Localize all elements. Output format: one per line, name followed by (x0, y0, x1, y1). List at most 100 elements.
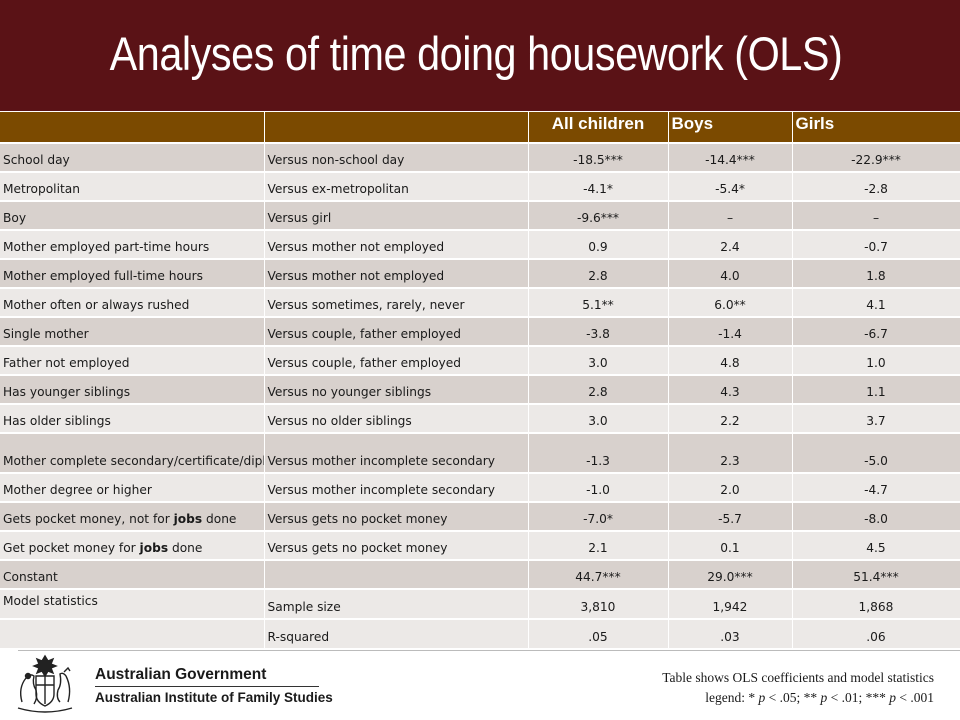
row-variable: Single mother (0, 316, 265, 347)
cell-all-children: 3,810 (528, 588, 669, 620)
table-row: Mother employed full-time hours Versus m… (0, 258, 960, 289)
cell-girls: 1.1 (792, 374, 960, 405)
cell-all-children: 44.7*** (528, 559, 669, 590)
table-row: Mother often or always rushed Versus som… (0, 287, 960, 318)
cell-girls: 4.5 (792, 530, 960, 561)
row-variable: Model statistics (0, 588, 265, 620)
table-row: Gets pocket money, not for jobs done Ver… (0, 501, 960, 532)
table-row: Metropolitan Versus ex-metropolitan -4.1… (0, 171, 960, 202)
row-comparison: Versus gets no pocket money (264, 501, 529, 532)
row-variable: Boy (0, 200, 265, 231)
table-row: Get pocket money for jobs done Versus ge… (0, 530, 960, 561)
row-variable: Father not employed (0, 345, 265, 376)
cell-boys: -1.4 (668, 316, 793, 347)
header-cell (264, 111, 529, 142)
cell-boys: -14.4*** (668, 143, 793, 173)
row-comparison: Versus mother incomplete secondary (264, 432, 529, 474)
cell-all-children: -4.1* (528, 171, 669, 202)
cell-boys: 4.8 (668, 345, 793, 376)
cell-all-children: 2.8 (528, 374, 669, 405)
row-comparison: Versus non-school day (264, 143, 529, 173)
row-variable: Metropolitan (0, 171, 265, 202)
legend-text: < .01; *** (827, 690, 890, 705)
cell-girls: 3.7 (792, 403, 960, 434)
table-row: Model statistics Sample size 3,810 1,942… (0, 588, 960, 620)
row-comparison: Versus no younger siblings (264, 374, 529, 405)
legend-p: p (820, 690, 828, 705)
cell-girls: -5.0 (792, 432, 960, 474)
cell-all-children: 2.1 (528, 530, 669, 561)
table-row: Has younger siblings Versus no younger s… (0, 374, 960, 405)
row-variable: Constant (0, 559, 265, 590)
row-comparison: Versus mother incomplete secondary (264, 472, 529, 503)
row-variable-bold: jobs (139, 540, 169, 555)
cell-girls: -0.7 (792, 229, 960, 260)
table-row: R-squared .05 .03 .06 (0, 618, 960, 650)
cell-all-children: -9.6*** (528, 200, 669, 231)
cell-girls: -6.7 (792, 316, 960, 347)
legend-text: < .001 (896, 690, 934, 705)
row-variable-text: done (168, 540, 203, 555)
cell-all-children: 3.0 (528, 345, 669, 376)
table-row: Mother complete secondary/certificate/di… (0, 432, 960, 474)
row-variable-bold: jobs (173, 511, 203, 526)
cell-boys: 1,942 (668, 588, 793, 620)
cell-girls: .06 (792, 618, 960, 650)
cell-all-children: 5.1** (528, 287, 669, 318)
row-variable: Mother employed part-time hours (0, 229, 265, 260)
cell-boys: 29.0*** (668, 559, 793, 590)
cell-all-children: -18.5*** (528, 143, 669, 173)
table-note: Table shows OLS coefficients and model s… (662, 668, 934, 708)
table-row: Mother degree or higher Versus mother in… (0, 472, 960, 503)
ols-table: All children Boys Girls School day Versu… (0, 111, 960, 650)
row-comparison: Versus ex-metropolitan (264, 171, 529, 202)
legend-p: p (758, 690, 766, 705)
table-row: Boy Versus girl -9.6*** – – (0, 200, 960, 231)
header-spacer (0, 141, 960, 144)
row-comparison: Versus couple, father employed (264, 316, 529, 347)
cell-all-children: -1.0 (528, 472, 669, 503)
cell-boys: .03 (668, 618, 793, 650)
row-comparison: Versus girl (264, 200, 529, 231)
cell-all-children: -3.8 (528, 316, 669, 347)
cell-girls: -22.9*** (792, 143, 960, 173)
title-banner: Analyses of time doing housework (OLS) (0, 0, 960, 112)
note-line-1: Table shows OLS coefficients and model s… (662, 670, 934, 685)
cell-girls: – (792, 200, 960, 231)
note-legend: legend: * p < .05; ** p < .01; *** p < .… (662, 688, 934, 708)
cell-boys: 0.1 (668, 530, 793, 561)
cell-all-children: 2.8 (528, 258, 669, 289)
row-comparison: Sample size (264, 588, 529, 620)
row-variable: Mother employed full-time hours (0, 258, 265, 289)
header-all-children: All children (528, 111, 669, 142)
row-comparison: Versus sometimes, rarely, never (264, 287, 529, 318)
table-row: Father not employed Versus couple, fathe… (0, 345, 960, 376)
gov-rule (95, 686, 319, 687)
cell-boys: 2.4 (668, 229, 793, 260)
cell-all-children: .05 (528, 618, 669, 650)
header-girls: Girls (792, 111, 960, 142)
row-variable: Gets pocket money, not for jobs done (0, 501, 265, 532)
row-comparison: R-squared (264, 618, 529, 650)
cell-boys: 2.3 (668, 432, 793, 474)
row-comparison: Versus mother not employed (264, 258, 529, 289)
legend-text: < .05; ** (765, 690, 821, 705)
cell-girls: 4.1 (792, 287, 960, 318)
cell-girls: -4.7 (792, 472, 960, 503)
row-variable-text: done (202, 511, 237, 526)
cell-boys: -5.4* (668, 171, 793, 202)
table-row: School day Versus non-school day -18.5**… (0, 143, 960, 173)
cell-boys: 2.0 (668, 472, 793, 503)
cell-all-children: 0.9 (528, 229, 669, 260)
row-variable: Mother degree or higher (0, 472, 265, 503)
slide-title: Analyses of time doing housework (OLS) (109, 27, 843, 80)
row-variable (0, 618, 265, 650)
row-variable: School day (0, 143, 265, 173)
cell-boys: 6.0** (668, 287, 793, 318)
gov-name: Australian Government (95, 666, 267, 683)
row-comparison: Versus couple, father employed (264, 345, 529, 376)
row-variable-text: Gets pocket money, not for (3, 511, 174, 526)
row-variable: Get pocket money for jobs done (0, 530, 265, 561)
cell-boys: – (668, 200, 793, 231)
row-comparison: Versus mother not employed (264, 229, 529, 260)
